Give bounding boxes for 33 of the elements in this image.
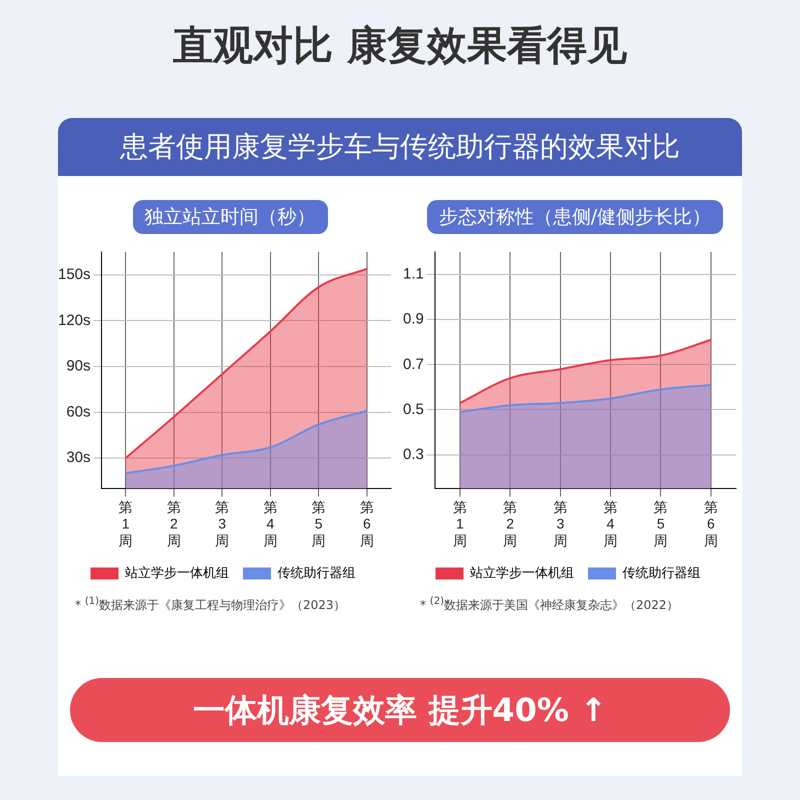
legend-label: 传统助行器组 <box>622 565 700 580</box>
chart-title: 步态对称性（患侧/健侧步长比） <box>426 200 724 234</box>
y-tick-label: 60s <box>66 403 91 420</box>
text: 直观对比 康复效果看得见 <box>172 22 628 71</box>
chart-title: 独立站立时间（秒） <box>132 200 328 234</box>
x-tick-label: 第5周 <box>312 498 326 548</box>
x-tick-label: 第4周 <box>604 498 618 548</box>
text: * $^{(2)}$数据来源于美国《神经康复杂志》（2022） <box>419 596 680 614</box>
x-tick-label: 第5周 <box>654 498 668 548</box>
text: 一体机康复效率 提升40% ↑ <box>70 678 730 742</box>
x-tick-label: 第3周 <box>553 498 568 548</box>
legend-label: 站立学步一体机组 <box>125 565 229 580</box>
legend-label: 站立学步一体机组 <box>470 565 574 580</box>
x-tick-label: 第1周 <box>452 498 467 548</box>
text: * $^{(1)}$数据来源于《康复工程与物理治疗》（2023） <box>74 596 347 614</box>
y-tick-label: 120s <box>58 312 91 329</box>
y-tick-label: 90s <box>66 358 91 375</box>
x-tick-label: 第6周 <box>360 498 374 548</box>
y-tick-label: 0.5 <box>402 400 424 418</box>
x-tick-label: 第3周 <box>215 498 230 548</box>
x-tick-label: 第2周 <box>503 498 518 548</box>
y-tick-label: 0.9 <box>402 310 424 328</box>
y-tick-label: 30s <box>66 449 91 466</box>
y-tick-label: 150s <box>58 266 91 284</box>
x-tick-label: 第1周 <box>118 498 133 548</box>
x-tick-label: 第2周 <box>166 498 181 548</box>
y-tick-label: 0.7 <box>402 356 424 373</box>
legend-label: 传统助行器组 <box>278 565 356 580</box>
x-tick-label: 第4周 <box>263 498 278 548</box>
text: 患者使用康复学步车与传统助行器的效果对比 <box>58 118 742 176</box>
y-tick-label: 0.3 <box>402 446 424 463</box>
y-tick-label: 1.1 <box>402 266 424 283</box>
x-tick-label: 第6周 <box>704 498 718 548</box>
